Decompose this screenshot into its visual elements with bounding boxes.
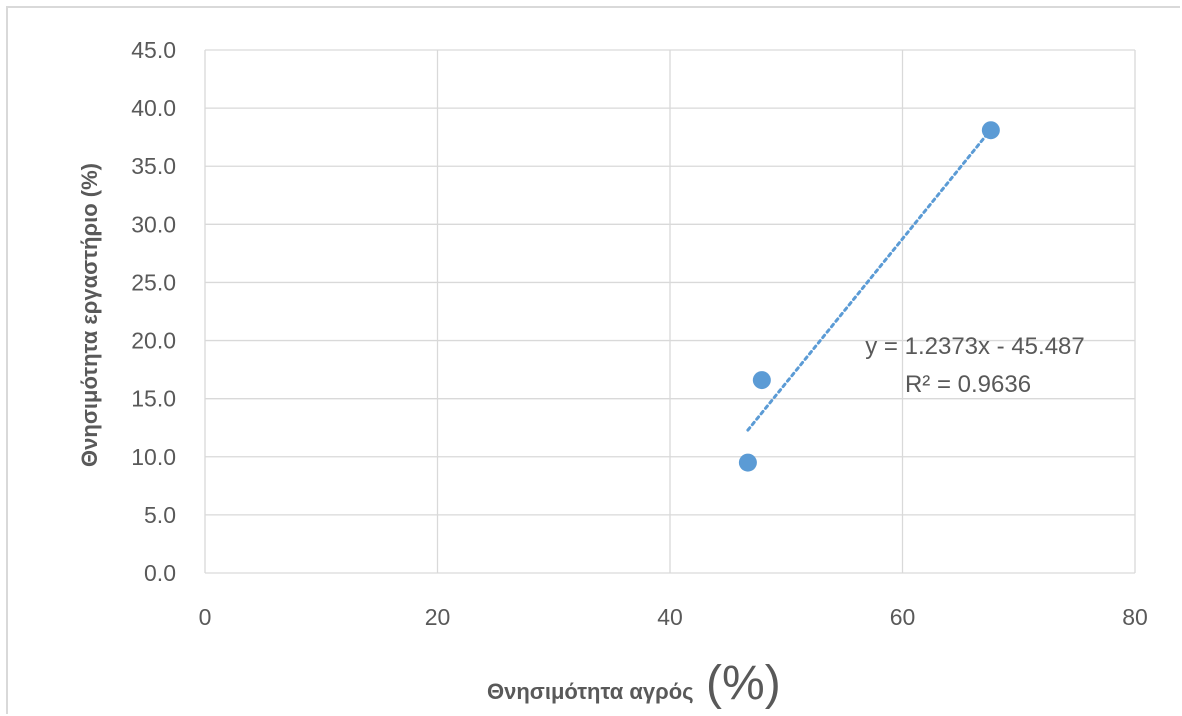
y-tick-label: 20.0 xyxy=(131,328,176,354)
y-tick-label: 35.0 xyxy=(131,153,176,179)
x-axis-tick-labels: 0 20 40 60 80 xyxy=(199,604,1148,630)
y-tick-label: 45.0 xyxy=(131,37,176,63)
trendline-equation: y = 1.2373x - 45.487 xyxy=(865,333,1085,360)
x-axis-title-text: Θνησιμότητα αγρός xyxy=(487,679,694,704)
y-tick-label: 0.0 xyxy=(144,560,176,586)
x-tick-label: 0 xyxy=(199,604,212,630)
x-tick-label: 80 xyxy=(1122,604,1148,630)
r-squared-label: R² = 0.9636 xyxy=(905,371,1031,398)
y-tick-label: 25.0 xyxy=(131,269,176,295)
y-tick-label: 15.0 xyxy=(131,386,176,412)
y-axis-tick-labels: 0.0 5.0 10.0 15.0 20.0 25.0 30.0 35.0 40.0 45.0 xyxy=(131,37,176,586)
x-tick-label: 60 xyxy=(890,604,916,630)
x-axis-title: Θνησιμότητα αγρός (%) xyxy=(487,657,781,710)
x-tick-label: 20 xyxy=(425,604,451,630)
x-axis-title-unit: (%) xyxy=(706,657,781,710)
y-axis-title: Θνησιμότητα εργαστήριο (%) xyxy=(77,163,102,467)
data-point xyxy=(752,371,771,390)
gridlines xyxy=(204,49,1136,574)
x-tick-label: 40 xyxy=(657,604,683,630)
y-tick-label: 30.0 xyxy=(131,211,176,237)
y-tick-label: 5.0 xyxy=(144,502,176,528)
data-point xyxy=(738,453,757,472)
y-tick-label: 40.0 xyxy=(131,95,176,121)
data-point xyxy=(981,121,1000,140)
data-points xyxy=(738,121,1000,472)
trendline xyxy=(746,128,993,432)
y-tick-label: 10.0 xyxy=(131,444,176,470)
